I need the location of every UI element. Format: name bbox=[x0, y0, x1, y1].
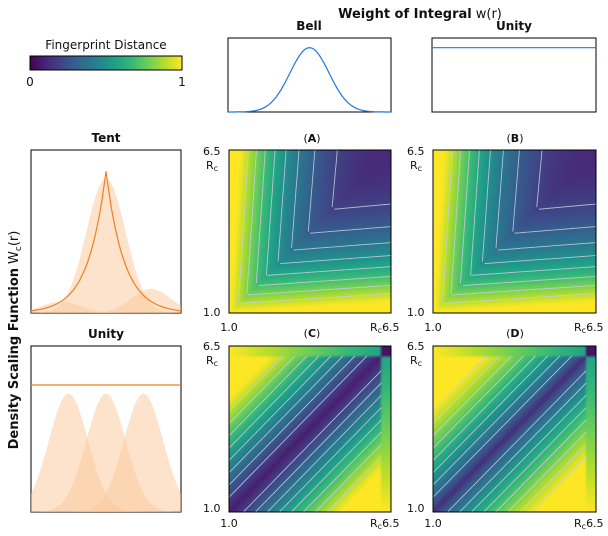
density-unity-gaussian-3 bbox=[31, 393, 181, 512]
heatmap-c-xlabel: Rc6.5 bbox=[370, 517, 400, 531]
heatmap-a bbox=[228, 149, 392, 314]
heatmap-b-image bbox=[433, 150, 596, 313]
heatmap-d-contour-2 bbox=[432, 355, 587, 513]
heatmap-a-image bbox=[229, 150, 391, 313]
heatmap-b-contour-3 bbox=[495, 149, 597, 251]
heatmap-c-frame bbox=[228, 345, 392, 513]
side-title: Density Scaling FunctionWc(r) bbox=[7, 231, 24, 450]
heatmap-b-ylabel: Rc bbox=[410, 159, 422, 173]
heatmap-a-frame bbox=[228, 149, 392, 314]
heatmap-d-contour-1 bbox=[432, 355, 587, 513]
heatmap-d-ylabel: Rc bbox=[410, 354, 422, 368]
weight-panel-bell-title: Bell bbox=[296, 19, 322, 33]
heatmap-d-xlabel: Rc6.5 bbox=[574, 517, 604, 531]
density-panel-tent: Tent bbox=[30, 131, 182, 314]
density-panel-unity-title: Unity bbox=[88, 327, 124, 341]
heatmap-a-contour-5 bbox=[265, 149, 392, 276]
heatmap-d-contour-6 bbox=[432, 355, 587, 513]
density-unity-gaussian-2 bbox=[31, 393, 181, 512]
heatmap-b-contour-6 bbox=[459, 149, 597, 287]
heatmap-a-ytick-max: 6.5 bbox=[203, 145, 221, 158]
heatmap-d-contour-7 bbox=[432, 355, 587, 513]
heatmap-c-contour-3 bbox=[228, 355, 382, 513]
heatmap-a-ylabel: Rc bbox=[206, 159, 218, 173]
heatmap-a-contour-1 bbox=[331, 149, 392, 210]
heatmap-c-ytick-min: 1.0 bbox=[203, 502, 221, 515]
heatmap-c-title: (C) bbox=[304, 327, 321, 340]
heatmap-c-contour-5 bbox=[228, 355, 382, 513]
heatmap-c-contour-6 bbox=[228, 355, 382, 513]
heatmap-d-ytick-max: 6.5 bbox=[407, 340, 425, 353]
heatmap-a-ytick-min: 1.0 bbox=[203, 306, 221, 319]
heatmap-d-image bbox=[433, 346, 596, 512]
heatmap-b-labels: (B) 6.5 Rc 1.0 1.0 Rc6.5 bbox=[407, 132, 604, 335]
heatmap-c-contour-2 bbox=[228, 355, 382, 513]
heatmap-a-xlabel: Rc6.5 bbox=[370, 321, 400, 335]
heatmap-b-contour-8 bbox=[442, 149, 597, 304]
heatmap-d-labels: (D) 6.5 Rc 1.0 1.0 Rc6.5 bbox=[407, 327, 604, 531]
heatmap-b bbox=[432, 149, 597, 314]
heatmap-d-title: (D) bbox=[506, 327, 524, 340]
heatmap-b-ytick-min: 1.0 bbox=[407, 306, 425, 319]
weight-panel-bell: Bell bbox=[227, 19, 392, 113]
heatmap-b-xlabel: Rc6.5 bbox=[574, 321, 604, 335]
heatmap-a-title: (A) bbox=[303, 132, 320, 145]
heatmap-c bbox=[228, 345, 392, 513]
heatmap-d-ytick-min: 1.0 bbox=[407, 502, 425, 515]
heatmap-c-xtick-min: 1.0 bbox=[220, 517, 238, 530]
weight-panel-unity-title: Unity bbox=[496, 19, 532, 33]
heatmap-c-ytick-max: 6.5 bbox=[203, 340, 221, 353]
heatmap-a-contour-4 bbox=[277, 149, 392, 265]
density-panel-unity: Unity bbox=[30, 327, 182, 513]
heatmap-c-contour-1 bbox=[228, 355, 382, 513]
colorbar-max-label: 1 bbox=[178, 75, 186, 89]
density-tent-gaussian-2 bbox=[31, 178, 181, 313]
heatmap-b-contour-4 bbox=[481, 149, 597, 265]
colorbar-gradient bbox=[29, 55, 183, 71]
heatmap-b-xtick-min: 1.0 bbox=[424, 321, 442, 334]
heatmap-a-contour-2 bbox=[307, 149, 392, 234]
weight-panel-bell-frame bbox=[227, 37, 392, 113]
heatmap-d-contour-4 bbox=[432, 355, 587, 513]
heatmap-b-contour-1 bbox=[536, 149, 597, 210]
heatmap-d bbox=[432, 345, 597, 513]
heatmap-c-image bbox=[229, 346, 391, 512]
heatmap-b-ytick-max: 6.5 bbox=[407, 145, 425, 158]
heatmap-b-contour-7 bbox=[450, 149, 597, 296]
heatmap-d-frame bbox=[432, 345, 597, 513]
heatmap-c-contour-8 bbox=[228, 355, 382, 513]
colorbar-min-label: 0 bbox=[26, 75, 34, 89]
heatmap-a-labels: (A) 6.5 Rc 1.0 1.0 Rc6.5 bbox=[203, 132, 400, 335]
weight-bell-line bbox=[228, 47, 391, 113]
density-panel-tent-title: Tent bbox=[91, 131, 120, 145]
heatmap-d-contour-5 bbox=[432, 355, 587, 513]
heatmap-a-contour-8 bbox=[238, 149, 392, 304]
heatmap-c-ylabel: Rc bbox=[206, 354, 218, 368]
heatmap-a-contour-3 bbox=[291, 149, 392, 251]
colorbar: Fingerprint Distance 0 1 bbox=[26, 38, 186, 89]
heatmap-c-contour-7 bbox=[228, 355, 382, 513]
density-tent-line bbox=[30, 171, 182, 312]
heatmap-d-contour-3 bbox=[432, 355, 587, 513]
heatmap-d-xtick-min: 1.0 bbox=[424, 517, 442, 530]
top-title: Weight of Integral w(r) bbox=[338, 7, 502, 22]
heatmap-c-labels: (C) 6.5 Rc 1.0 1.0 Rc6.5 bbox=[203, 327, 400, 531]
heatmap-b-title: (B) bbox=[507, 132, 524, 145]
heatmap-b-contour-5 bbox=[470, 149, 597, 276]
heatmap-b-contour-2 bbox=[512, 149, 597, 234]
weight-panel-unity-frame bbox=[431, 37, 597, 113]
heatmap-a-xtick-min: 1.0 bbox=[220, 321, 238, 334]
heatmap-c-contour-4 bbox=[228, 355, 382, 513]
heatmap-b-frame bbox=[432, 149, 597, 314]
heatmap-d-contour-8 bbox=[432, 355, 587, 513]
weight-panel-unity: Unity bbox=[431, 19, 597, 113]
heatmap-a-contour-6 bbox=[255, 149, 392, 287]
colorbar-title: Fingerprint Distance bbox=[45, 38, 166, 52]
heatmap-a-contour-7 bbox=[246, 149, 392, 296]
density-unity-gaussian-1 bbox=[31, 393, 181, 512]
